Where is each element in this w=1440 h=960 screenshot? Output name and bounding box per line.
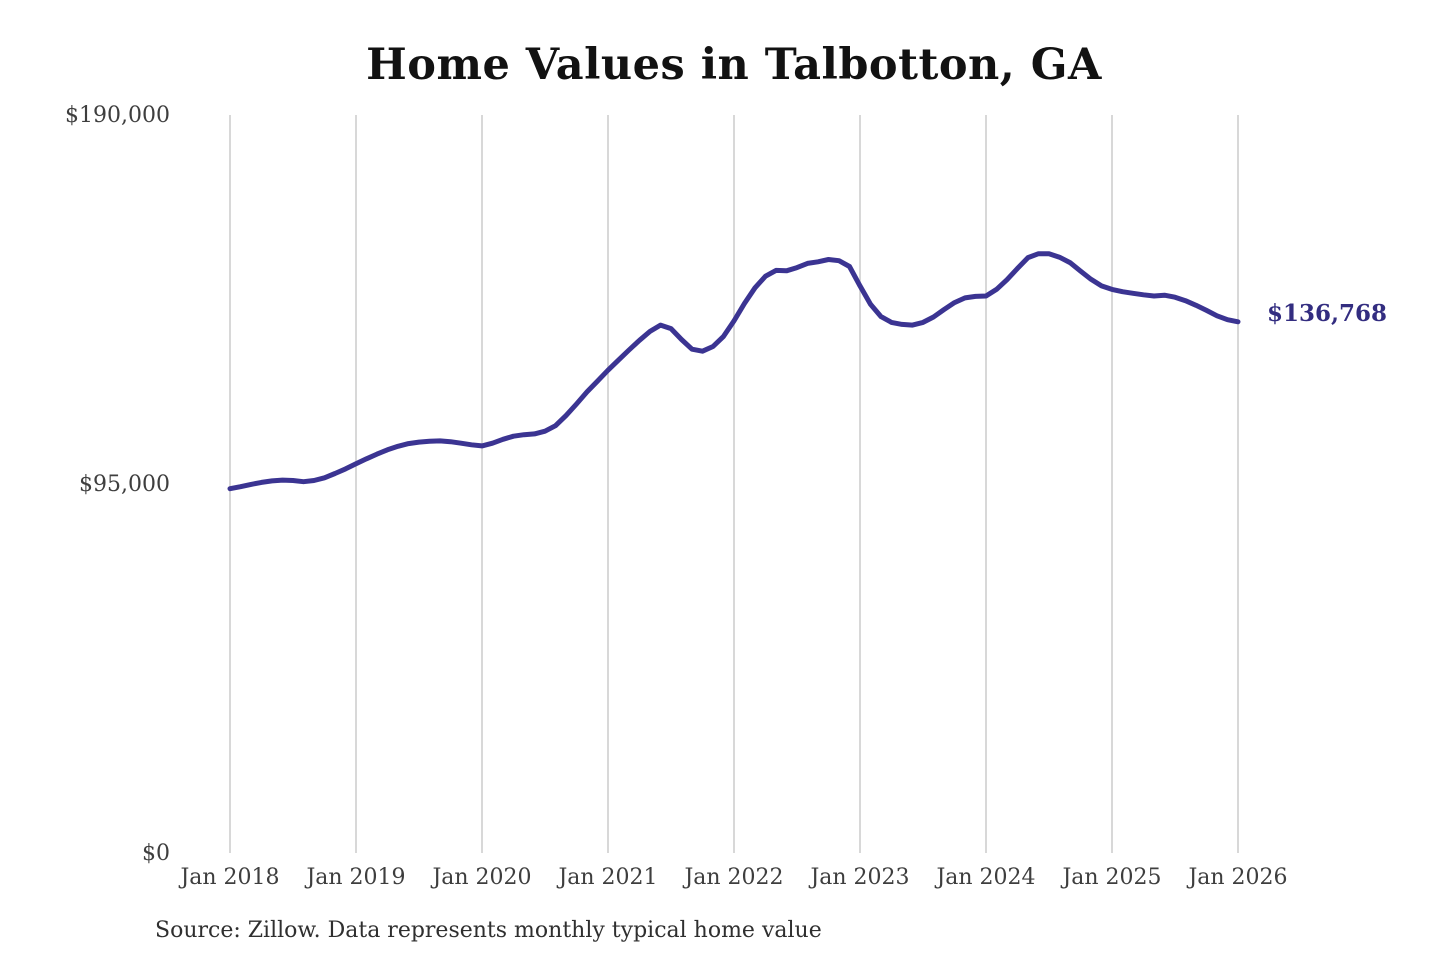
x-tick-label: Jan 2023 — [810, 865, 910, 890]
x-tick-label: Jan 2024 — [936, 865, 1036, 890]
y-tick-label: $0 — [142, 841, 170, 866]
x-tick-label: Jan 2021 — [558, 865, 658, 890]
y-tick-label: $190,000 — [65, 103, 170, 128]
x-tick-label: Jan 2025 — [1062, 865, 1162, 890]
home-value-line — [227, 251, 1241, 492]
chart-title: Home Values in Talbotton, GA — [366, 40, 1102, 90]
x-tick-label: Jan 2019 — [306, 865, 406, 890]
x-tick-label: Jan 2022 — [684, 865, 784, 890]
y-tick-label: $95,000 — [79, 472, 170, 497]
x-tick-label: Jan 2026 — [1188, 865, 1288, 890]
last-value-annotation: $136,768 — [1267, 300, 1388, 327]
x-tick-label: Jan 2020 — [432, 865, 532, 890]
x-tick-label: Jan 2018 — [180, 865, 280, 890]
source-note: Source: Zillow. Data represents monthly … — [155, 918, 822, 943]
